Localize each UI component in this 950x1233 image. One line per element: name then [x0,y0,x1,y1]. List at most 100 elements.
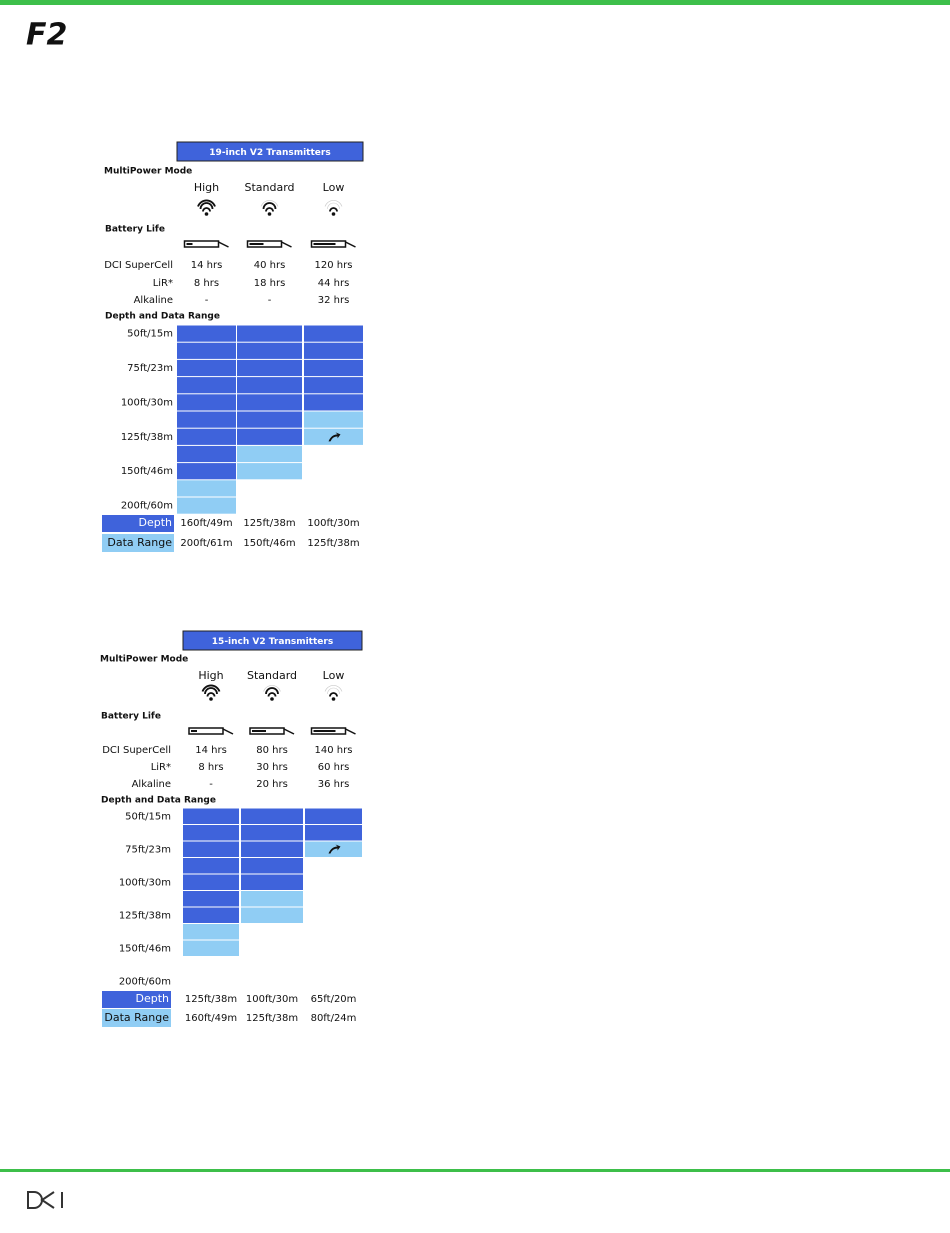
battery-tail [222,728,234,735]
depth-cell [183,841,239,857]
depth-cell [241,825,303,841]
signal-arc [199,202,214,210]
signal-arc [206,692,216,697]
section-label: Depth and Data Range [101,796,216,806]
depth-cell [183,825,239,841]
footer-logo [27,1191,63,1209]
battery-icon [246,240,292,248]
depth-cell [183,874,239,890]
depth-label: 75ft/23m [127,363,173,374]
depth-label: 150ft/46m [121,466,173,477]
depth-cell [177,325,236,342]
data-range-cell [237,445,302,463]
depth-cell [177,342,236,359]
depth-label: 50ft/15m [127,329,173,340]
depth-cell [241,858,303,874]
steering-icon [328,432,341,442]
battery-body [246,240,283,248]
signal-arc [324,200,343,207]
depth-label: 150ft/46m [119,943,171,954]
signal-arc [202,207,211,212]
battery-level [313,243,336,245]
data-range-value: 160ft/49m [185,1013,237,1024]
signal-arc [204,687,218,695]
top-bar [0,0,950,5]
battery-type: Alkaline [132,779,171,790]
depth-cell [237,394,302,411]
data-range-value: 125ft/38m [246,1013,298,1024]
section-label: MultiPower Mode [104,167,192,177]
battery-hours: 14 hrs [195,745,227,756]
data-range-cell [241,891,303,907]
mode-name: Low [323,669,345,682]
depth-cell [237,411,302,428]
battery-hours: 32 hrs [318,295,350,306]
signal-arc [201,684,221,692]
battery-level [191,730,197,732]
battery-body [183,240,220,248]
depth-label: 125ft/38m [121,432,173,443]
signal-arc [265,687,279,695]
battery-type: Alkaline [134,295,173,306]
battery-level [186,243,193,245]
table-title-bar [176,141,364,162]
depth-value: 65ft/20m [311,994,357,1005]
depth-value: 125ft/38m [185,994,237,1005]
depth-label: 75ft/23m [125,844,171,855]
depth-cell [241,874,303,890]
data-range-cell [183,924,239,940]
battery-type: LiR* [151,762,171,773]
depth-value: 160ft/49m [180,518,232,529]
signal-arc [263,685,281,692]
signal-dot [204,212,209,216]
depth-cell [183,808,239,824]
section-label: Depth and Data Range [105,312,220,322]
depth-cell [177,428,236,445]
table-title-bar [182,630,363,651]
depth-cell [177,445,236,463]
depth-cell [237,325,302,342]
signal-icon [324,685,343,701]
depth-cell [177,394,236,411]
battery-hours: - [205,295,209,306]
battery-type: LiR* [153,278,173,289]
battery-level [252,730,266,732]
signal-arc [197,199,216,207]
battery-hours: 14 hrs [191,260,223,271]
table-title: 15-inch V2 Transmitters [212,637,333,647]
data-range-cell [183,940,239,956]
depth-value: 125ft/38m [243,518,295,529]
battery-hours: 140 hrs [315,745,353,756]
data-range-cell [304,411,363,428]
battery-icon [249,727,295,735]
battery-hours: 8 hrs [198,762,223,773]
table-title: 19-inch V2 Transmitters [209,148,330,158]
depth-cell [304,325,363,342]
battery-icon [310,727,356,735]
data-range-cell [241,907,303,923]
depth-label: 200ft/60m [121,501,173,512]
signal-dot [331,212,336,216]
bottom-bar [0,1169,950,1172]
data-range-key [102,1009,171,1027]
battery-hours: 36 hrs [318,779,350,790]
data-range-value: 80ft/24m [311,1013,357,1024]
signal-dot [209,697,213,701]
battery-body [249,727,285,735]
battery-icon [188,727,234,735]
depth-cell [241,841,303,857]
depth-value: 100ft/30m [307,518,359,529]
battery-hours: 30 hrs [256,762,288,773]
depth-cell [304,394,363,411]
depth-cell [241,808,303,824]
section-label: Battery Life [105,225,165,235]
signal-arc [260,200,279,207]
depth-key [102,991,171,1008]
data-range-cell [237,463,302,480]
depth-value: 100ft/30m [246,994,298,1005]
signal-arc [262,202,277,210]
depth-cell [304,377,363,394]
depth-cell [237,342,302,359]
signal-dot [331,697,336,701]
depth-cell [183,907,239,923]
